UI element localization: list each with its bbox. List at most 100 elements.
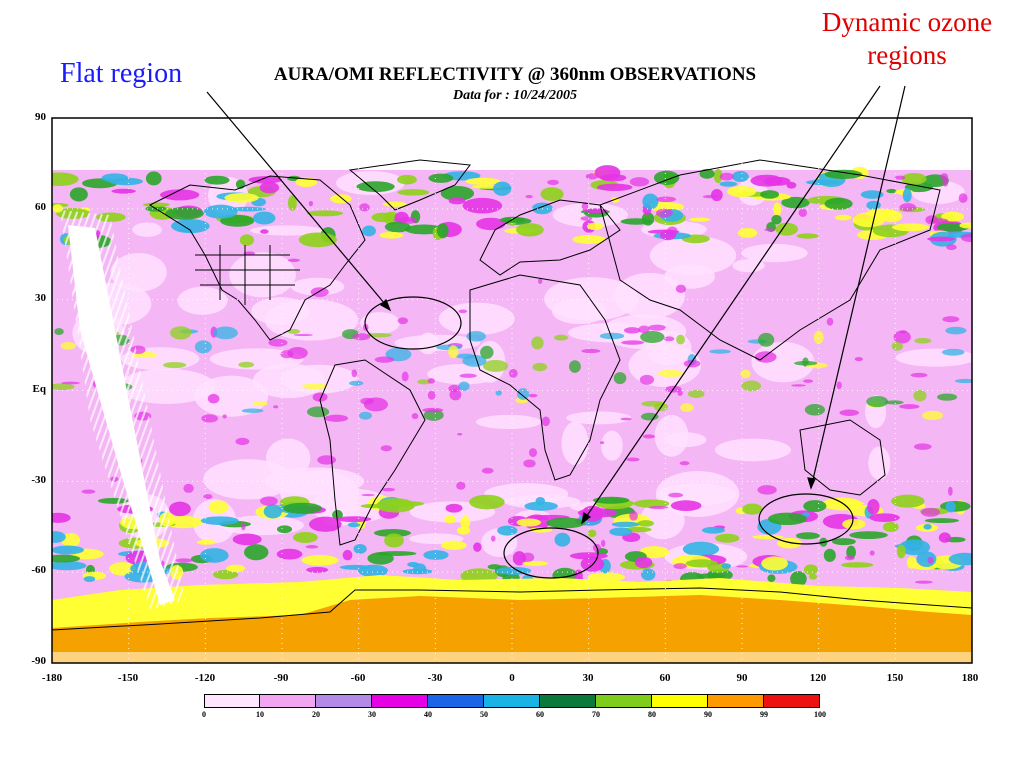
reflectivity-patch: [791, 384, 806, 387]
reflectivity-patch: [336, 516, 372, 523]
dynamic-ozone-label-line2: regions: [867, 40, 947, 70]
colorbar-tick-label: 0: [202, 710, 206, 719]
reflectivity-patch: [244, 544, 269, 561]
reflectivity-patch: [445, 503, 463, 513]
reflectivity-patch: [593, 496, 630, 504]
reflectivity-patch: [52, 531, 66, 543]
reflectivity-patch: [52, 561, 87, 571]
reflectivity-patch: [767, 574, 776, 583]
reflectivity-patch: [69, 187, 88, 202]
reflectivity-patch: [641, 568, 656, 581]
reflectivity-patch: [561, 421, 589, 466]
reflectivity-patch: [842, 518, 866, 530]
reflectivity-patch: [465, 177, 501, 186]
reflectivity-patch: [204, 204, 238, 219]
flat-region-arrow: [206, 91, 391, 311]
colorbar-frame: [204, 694, 820, 708]
reflectivity-patch: [701, 526, 725, 534]
reflectivity-patch: [508, 368, 518, 378]
reflectivity-patch: [516, 388, 530, 400]
reflectivity-patch: [207, 393, 220, 404]
reflectivity-patch: [620, 218, 652, 225]
reflectivity-patch: [457, 433, 463, 436]
reflectivity-patch: [927, 236, 956, 242]
reflectivity-patch: [200, 516, 239, 526]
reflectivity-patch: [620, 417, 632, 421]
reflectivity-patch: [866, 208, 897, 218]
reflectivity-patch: [101, 173, 129, 183]
x-tick-label: -150: [117, 672, 139, 684]
reflectivity-patch: [653, 170, 680, 185]
reflectivity-patch: [927, 556, 934, 564]
reflectivity-patch: [280, 350, 294, 359]
reflectivity-patch: [417, 379, 432, 385]
reflectivity-patch: [913, 389, 927, 402]
dynamic-region-ellipse-australia: [758, 493, 854, 545]
reflectivity-patch: [664, 432, 707, 448]
reflectivity-patch: [714, 438, 792, 462]
reflectivity-patch: [384, 221, 411, 233]
reflectivity-patch: [347, 522, 361, 528]
reflectivity-patch: [531, 336, 544, 350]
reflectivity-patch: [212, 569, 239, 580]
reflectivity-patch: [309, 488, 392, 524]
dynamic-region-ellipse-atlantic: [503, 527, 599, 579]
reflectivity-patch: [937, 393, 958, 401]
reflectivity-patch: [232, 533, 262, 546]
reflectivity-patch: [742, 503, 763, 515]
reflectivity-patch: [449, 389, 462, 401]
x-tick-label: 180: [961, 672, 979, 684]
reflectivity-patch: [301, 554, 339, 566]
reflectivity-patch: [719, 172, 734, 181]
reflectivity-patch: [626, 457, 640, 462]
reflectivity-patch: [469, 494, 505, 510]
map-grid: [52, 118, 972, 663]
reflectivity-patch: [460, 515, 471, 529]
reflectivity-patch: [308, 200, 314, 207]
reflectivity-patch: [241, 408, 264, 413]
reflectivity-patch: [393, 218, 413, 223]
reflectivity-patch: [360, 397, 375, 405]
reflectivity-patch: [546, 517, 586, 529]
reflectivity-patch: [458, 309, 468, 314]
reflectivity-patch: [358, 411, 372, 420]
x-tick-label: -30: [427, 672, 443, 684]
reflectivity-patch: [252, 401, 268, 407]
reflectivity-patch: [356, 181, 395, 193]
reflectivity-patch: [581, 348, 601, 354]
reflectivity-patch: [397, 317, 409, 325]
reflectivity-patch: [649, 235, 737, 276]
reflectivity-patch: [259, 181, 280, 194]
y-tick-label-minus30: -30: [31, 474, 46, 486]
reflectivity-patch: [629, 177, 650, 187]
reflectivity-patch: [384, 533, 404, 548]
reflectivity-patch: [524, 501, 558, 511]
reflectivity-patch: [680, 403, 694, 413]
flat-region-arrowhead: [380, 298, 392, 312]
reflectivity-patch: [741, 243, 808, 263]
reflectivity-patch: [436, 223, 449, 239]
north-america-outline: [148, 175, 366, 341]
reflectivity-patch: [910, 372, 928, 378]
reflectivity-patch: [924, 518, 960, 524]
reflectivity-patch: [824, 169, 863, 179]
reflectivity-patch: [741, 380, 762, 392]
reflectivity-patch: [946, 244, 957, 251]
reflectivity-patch: [938, 532, 951, 543]
reflectivity-patch: [293, 333, 313, 337]
reflectivity-patch: [397, 189, 430, 196]
reflectivity-patch: [675, 284, 687, 294]
reflectivity-patch: [914, 337, 932, 344]
reflectivity-patch: [757, 485, 777, 495]
reflectivity-patch: [290, 277, 345, 296]
reflectivity-patch: [642, 434, 655, 439]
reflectivity-patch: [308, 516, 342, 532]
reflectivity-patch: [448, 384, 460, 393]
reflectivity-patch: [52, 172, 79, 186]
reflectivity-patch: [353, 543, 367, 554]
colorbar-tick-label: 10: [256, 710, 264, 719]
reflectivity-patch: [387, 501, 425, 507]
reflectivity-patch: [768, 512, 807, 526]
reflectivity-patch: [60, 342, 76, 350]
